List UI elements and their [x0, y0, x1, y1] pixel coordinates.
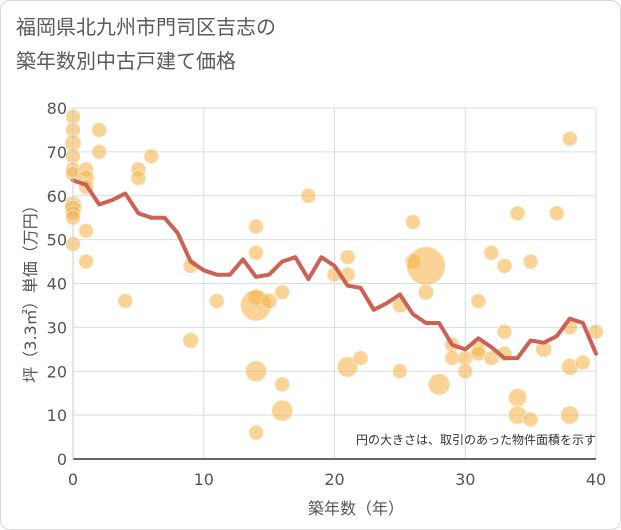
average-line-series — [71, 178, 598, 361]
x-tick-label: 0 — [68, 470, 78, 489]
bubble-point-46 — [417, 283, 435, 301]
bubble-point-70 — [560, 405, 580, 425]
y-tick-label: 0 — [57, 450, 67, 469]
bubble-point-47 — [427, 373, 451, 396]
bubble-point-51 — [457, 363, 474, 380]
bubble-size-note: 円の大きさは、取引のあった物件面積を示す — [356, 432, 596, 447]
bubble-point-58 — [496, 323, 513, 340]
bubble-point-45 — [406, 246, 446, 286]
bubble-point-61 — [507, 387, 528, 408]
bubble-point-25 — [248, 218, 265, 235]
bubble-point-71 — [574, 354, 591, 371]
y-tick-label: 80 — [47, 99, 67, 118]
bubble-series — [63, 108, 604, 441]
bubble-point-30 — [248, 424, 265, 441]
bubble-point-42 — [391, 363, 408, 380]
bubble-point-64 — [522, 411, 539, 428]
chart-title-line-2: 築年数別中古戸建て価格 — [16, 49, 236, 73]
y-tick-label: 40 — [47, 275, 67, 294]
axes — [72, 108, 596, 460]
bubble-point-29 — [244, 360, 268, 383]
y-tick-label: 20 — [47, 362, 67, 381]
bubble-point-21 — [143, 148, 160, 165]
bubble-point-31 — [260, 292, 278, 310]
bubble-point-43 — [404, 214, 421, 231]
bubble-point-34 — [271, 399, 294, 422]
bubble-point-16 — [91, 121, 108, 138]
bubble-point-40 — [352, 350, 369, 367]
bubble-point-37 — [339, 249, 356, 266]
tick-labels: 0 10 20 30 40 0 10 20 30 40 50 60 70 80 — [47, 99, 607, 489]
x-tick-label: 10 — [194, 470, 214, 489]
bubble-point-32 — [274, 284, 291, 301]
bubble-point-23 — [182, 332, 200, 349]
chart-title: 福岡県北九州市門司区吉志の 築年数別中古戸建て価格 — [16, 10, 456, 78]
bubble-point-15 — [78, 253, 95, 270]
x-tick-label: 30 — [455, 470, 475, 489]
bubble-point-60 — [509, 205, 526, 222]
bubble-point-14 — [78, 222, 95, 239]
bubble-point-26 — [248, 244, 265, 261]
bubble-point-52 — [470, 293, 487, 310]
x-tick-label: 40 — [586, 470, 606, 489]
y-tick-label: 70 — [47, 143, 67, 162]
y-tick-label: 50 — [47, 231, 67, 250]
chart-title-line-1: 福岡県北九州市門司区吉志の — [16, 15, 276, 39]
bubble-point-24 — [208, 293, 225, 310]
y-tick-label: 60 — [47, 187, 67, 206]
y-tick-label: 30 — [47, 318, 67, 337]
y-tick-label: 10 — [47, 406, 67, 425]
bubble-point-57 — [496, 257, 513, 274]
bubble-point-17 — [91, 143, 108, 160]
bubble-point-55 — [483, 244, 500, 261]
bubble-point-33 — [274, 376, 291, 393]
x-axis-label: 築年数（年） — [308, 499, 404, 518]
bubble-point-39 — [336, 356, 359, 378]
average-price-line — [71, 178, 598, 361]
x-tick-label: 20 — [324, 470, 344, 489]
bubble-point-20 — [130, 170, 147, 187]
y-axis-label: 坪（3.3㎡）単価（万円） — [21, 197, 40, 382]
bubble-point-18 — [117, 293, 134, 310]
bubble-point-35 — [300, 187, 317, 204]
bubble-point-67 — [561, 130, 578, 147]
bubble-point-66 — [548, 205, 565, 222]
bubble-point-63 — [522, 253, 539, 270]
